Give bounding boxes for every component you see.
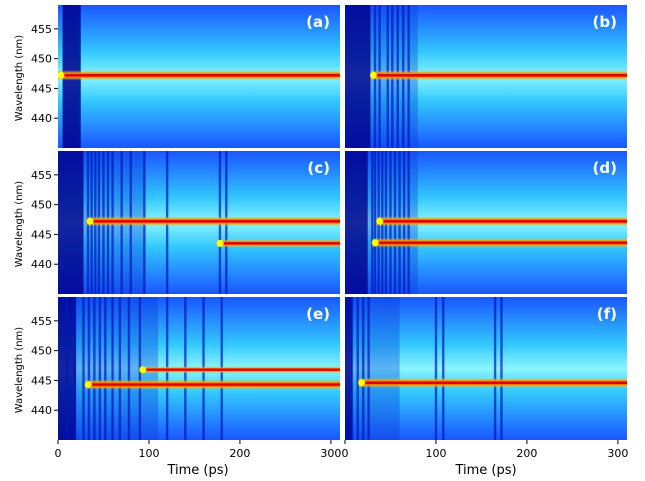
panel-c: (c) (58, 151, 340, 294)
stripe (361, 297, 365, 440)
panels-layer: (a) (b) (c) (d) (e) (f) (58, 5, 627, 440)
dark-region (345, 151, 368, 294)
y-tick-label: 455 (31, 23, 52, 36)
stripe (442, 297, 445, 440)
x-tick-label: 100 (425, 447, 446, 460)
stripe (104, 297, 107, 440)
stripe (118, 297, 122, 440)
y-tick-label: 450 (31, 199, 52, 212)
y-tick-label: 450 (31, 53, 52, 66)
stripe (65, 297, 69, 440)
x-tick-label: 300 (607, 447, 628, 460)
x-tick-label: 100 (138, 447, 159, 460)
emission-start-spot (376, 217, 384, 225)
axes-layer: 440 445 450 455 440 445 450 455 440 445 450 455 0 100… (31, 23, 628, 460)
emission-line-core (87, 220, 340, 223)
x-axis-label-right: Time (ps) (454, 463, 516, 478)
y-tick-label: 450 (31, 345, 52, 358)
x-tick-label: 200 (229, 447, 250, 460)
dark-region (345, 5, 371, 148)
y-tick-label: 455 (31, 169, 52, 182)
fringe-band (354, 297, 400, 440)
x-tick-label: 200 (516, 447, 537, 460)
stripe (434, 297, 438, 440)
stripe (500, 297, 503, 440)
panel-e: (e) (58, 297, 340, 440)
y-tick-label: 455 (31, 315, 52, 328)
y-axis-label-row-2: Wavelength (nm) (14, 181, 25, 267)
stripe (367, 297, 370, 440)
emission-start-spot (86, 217, 94, 225)
emission-line-core (85, 383, 340, 386)
emission-start-spot (84, 381, 92, 389)
stripe (493, 297, 497, 440)
dark-region (345, 297, 353, 440)
y-tick-label: 445 (31, 82, 52, 95)
stripe (356, 297, 359, 440)
y-tick-label: 440 (31, 258, 52, 271)
y-tick-label: 440 (31, 404, 52, 417)
stripe (371, 151, 374, 294)
panel-a: (a) (58, 5, 340, 148)
emission-line-core (217, 242, 340, 245)
panel-label: (a) (306, 13, 330, 31)
emission-line-core (376, 220, 627, 223)
panel-label: (b) (593, 13, 617, 31)
emission-start-spot (371, 239, 379, 247)
panel-b: (b) (345, 5, 627, 148)
emission-start-spot (369, 71, 377, 79)
emission-line-core (372, 241, 627, 244)
stripe (98, 297, 102, 440)
emission-start-spot (358, 379, 366, 387)
emission-line-core (370, 74, 627, 77)
y-tick-label: 445 (31, 374, 52, 387)
emission-line-core (139, 368, 340, 371)
x-axis-label-left: Time (ps) (166, 463, 228, 478)
emission-start-spot (58, 71, 65, 79)
stripe (82, 297, 85, 440)
panel-background (345, 297, 627, 440)
panel-label: (c) (307, 159, 330, 177)
emission-start-spot (216, 239, 224, 247)
x-tick-label: 0 (342, 447, 349, 460)
stripe (373, 151, 377, 294)
panel-d: (d) (345, 151, 627, 294)
stripe (127, 297, 131, 440)
panel-label: (f) (597, 305, 617, 323)
emission-line-core (58, 74, 340, 77)
panel-label: (e) (306, 305, 330, 323)
emission-start-spot (139, 366, 147, 374)
stripe (87, 297, 91, 440)
dark-region (58, 151, 84, 294)
stripe (73, 297, 76, 440)
panel-label: (d) (593, 159, 617, 177)
emission-line-core (358, 381, 627, 384)
stripe (351, 297, 354, 440)
stripe (111, 297, 114, 440)
panel-f: (f) (345, 297, 627, 440)
stripe (93, 297, 96, 440)
y-tick-label: 445 (31, 228, 52, 241)
y-axis-label-row-1: Wavelength (nm) (14, 35, 25, 121)
x-tick-label: 0 (55, 447, 62, 460)
y-tick-label: 440 (31, 112, 52, 125)
y-axis-label-row-3: Wavelength (nm) (14, 327, 25, 413)
x-tick-label: 300 (320, 447, 341, 460)
